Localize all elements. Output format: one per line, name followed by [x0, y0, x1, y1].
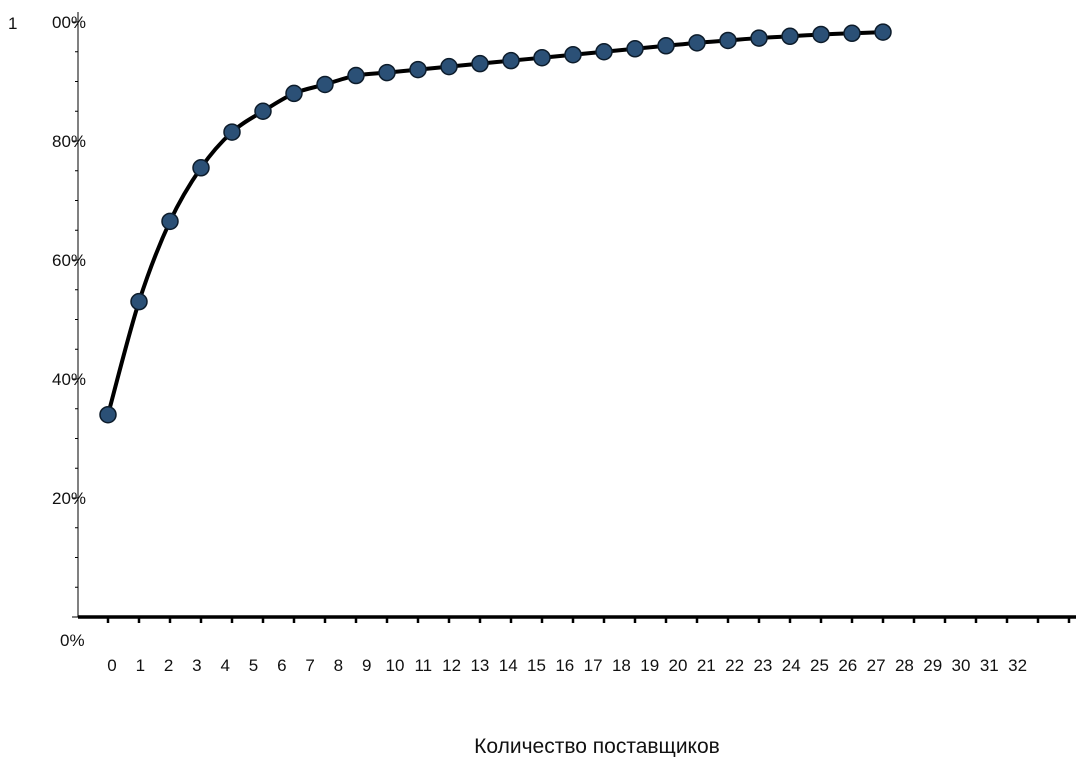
- data-point: [719, 31, 737, 50]
- x-tick-label: 17: [584, 656, 603, 675]
- x-tick-label: 20: [669, 656, 688, 675]
- x-tick-label: 4: [220, 656, 229, 675]
- data-point: [192, 159, 210, 177]
- x-tick-label: 2: [164, 656, 173, 675]
- y-axis: 0% 20% 40% 60% 80% 00%: [52, 12, 86, 650]
- data-point: [688, 34, 706, 52]
- data-point: [378, 63, 396, 82]
- data-point: [99, 405, 117, 424]
- x-tick-label: 12: [442, 656, 461, 675]
- x-tick-label: 13: [470, 656, 489, 675]
- x-tick-label: 23: [753, 656, 772, 675]
- data-point: [812, 25, 830, 44]
- data-point: [440, 57, 458, 76]
- x-tick-label: 14: [499, 656, 518, 675]
- data-point: [130, 292, 148, 311]
- data-point: [161, 212, 179, 231]
- x-tick-label: 30: [952, 656, 971, 675]
- data-point: [657, 37, 675, 55]
- x-tick-label: 0: [107, 656, 116, 675]
- data-point: [595, 43, 613, 61]
- y-tick-label: 40%: [52, 370, 86, 389]
- x-tick-label: 7: [305, 656, 314, 675]
- x-tick-label: 31: [980, 656, 999, 675]
- data-point: [347, 66, 365, 85]
- series-layer: [99, 23, 892, 424]
- data-point: [874, 23, 892, 41]
- x-tick-label: 8: [334, 656, 343, 675]
- data-point: [471, 54, 489, 73]
- data-point: [316, 75, 334, 94]
- data-point: [843, 24, 861, 43]
- data-point: [285, 84, 303, 103]
- x-tick-label: 24: [782, 656, 801, 675]
- x-tick-label: 18: [612, 656, 631, 675]
- y-tick-label: 60%: [52, 251, 86, 270]
- x-tick-label: 1: [136, 656, 145, 675]
- y-tick-label: 80%: [52, 132, 86, 151]
- x-tick-label: 5: [249, 656, 258, 675]
- data-point: [254, 102, 272, 120]
- x-tick-label: 28: [895, 656, 914, 675]
- x-tick-label: 3: [192, 656, 201, 675]
- x-tick-label: 21: [697, 656, 716, 675]
- x-tick-label: 10: [386, 656, 405, 675]
- x-axis-title: Количество поставщиков: [474, 735, 720, 757]
- data-point: [409, 60, 427, 79]
- x-tick-label: 9: [362, 656, 371, 675]
- x-tick-label: 25: [810, 656, 829, 675]
- x-axis: 0 1 2 3 4 5 6 7 8 9 10 11 12 13 14 15 16 17 18 19 20 21 22 23 24…: [78, 615, 1076, 675]
- data-point: [750, 29, 768, 47]
- data-point: [502, 51, 520, 70]
- x-tick-label: 22: [725, 656, 744, 675]
- data-point: [781, 27, 799, 46]
- corner-label: 1: [8, 14, 17, 33]
- y-tick-label: 20%: [52, 489, 86, 508]
- data-point: [626, 40, 644, 58]
- x-tick-label: 32: [1008, 656, 1027, 675]
- y-tick-label: 0%: [60, 631, 85, 650]
- x-tick-label: 29: [923, 656, 942, 675]
- y-tick-label: 00%: [52, 13, 86, 32]
- x-tick-label: 6: [277, 656, 286, 675]
- data-point: [223, 123, 241, 141]
- data-point: [564, 45, 582, 64]
- data-point: [533, 48, 551, 67]
- x-tick-label: 27: [867, 656, 886, 675]
- series-line: [106, 30, 884, 416]
- x-tick-label: 19: [640, 656, 659, 675]
- x-tick-label: 26: [838, 656, 857, 675]
- x-tick-label: 15: [527, 656, 546, 675]
- x-tick-label: 16: [555, 656, 574, 675]
- x-tick-label: 11: [414, 656, 432, 675]
